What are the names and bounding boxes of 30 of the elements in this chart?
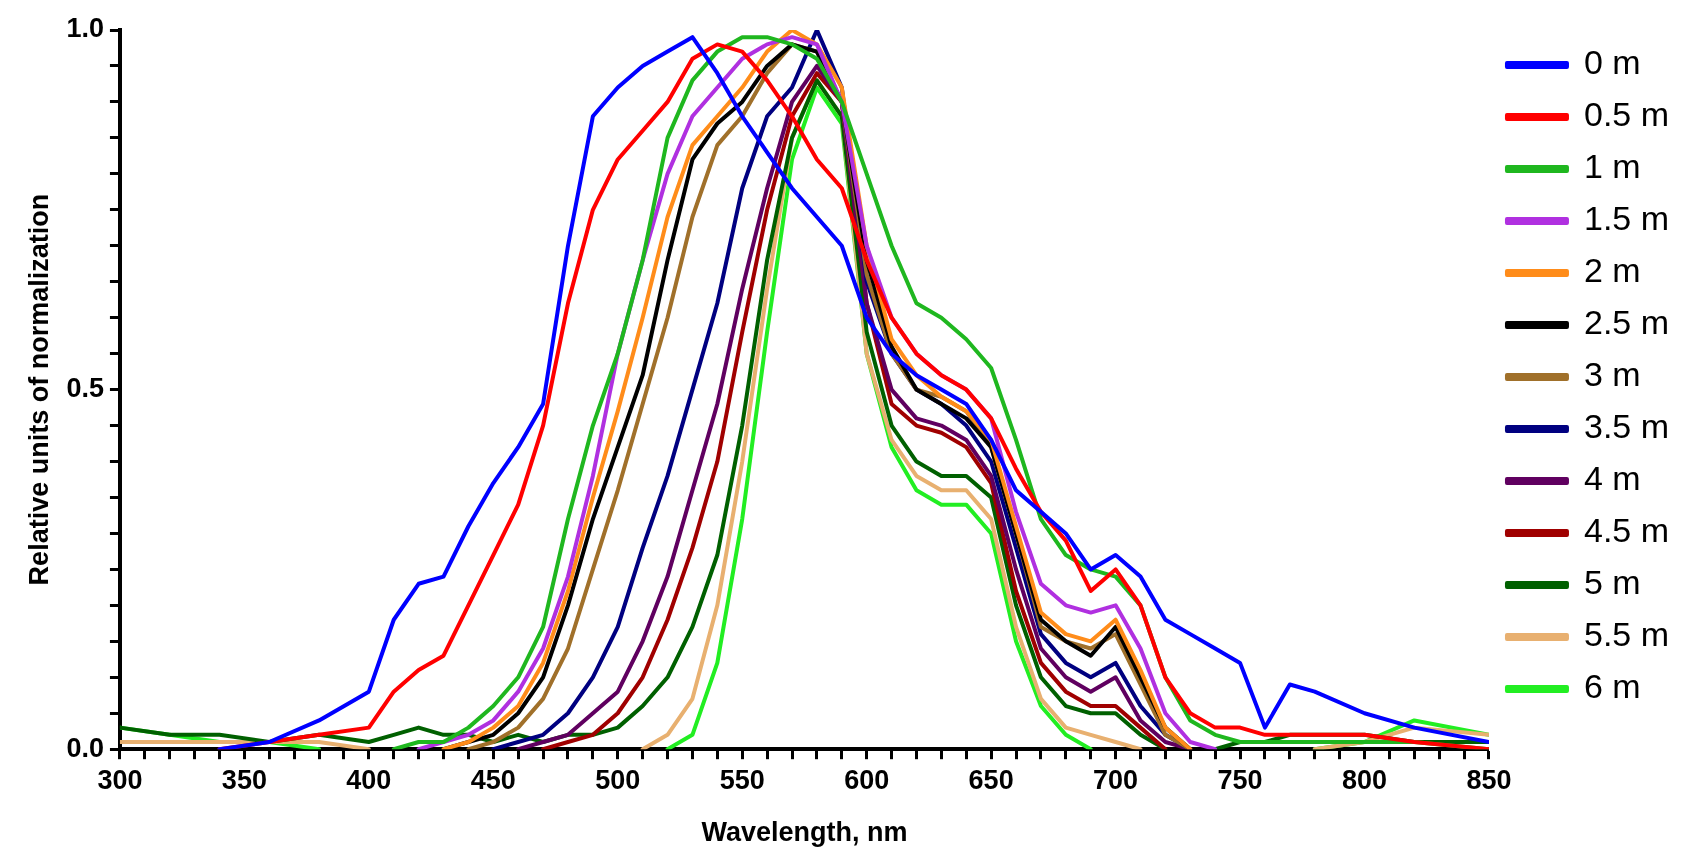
x-tick-label: 450 bbox=[470, 764, 516, 795]
x-tick-label: 850 bbox=[1466, 764, 1512, 795]
legend-label: 6 m bbox=[1583, 667, 1641, 706]
x-axis-title: Wavelength, nm bbox=[701, 817, 908, 848]
y-axis-title: Relative units of normalization bbox=[23, 193, 54, 586]
legend-label: 1.5 m bbox=[1583, 199, 1670, 238]
x-tick-label: 300 bbox=[97, 764, 143, 795]
x-tick-label: 350 bbox=[221, 764, 267, 795]
x-tick-label: 700 bbox=[1093, 764, 1139, 795]
legend-label: 4.5 m bbox=[1583, 511, 1670, 550]
x-tick-label: 500 bbox=[595, 764, 641, 795]
x-tick-label: 400 bbox=[346, 764, 392, 795]
legend-label: 1 m bbox=[1583, 147, 1641, 186]
legend-label: 2.5 m bbox=[1583, 303, 1670, 342]
legend-label: 2 m bbox=[1583, 251, 1641, 290]
legend-label: 3 m bbox=[1583, 355, 1641, 394]
legend-label: 4 m bbox=[1583, 459, 1641, 498]
legend-label: 5.5 m bbox=[1583, 615, 1670, 654]
legend-label: 0.5 m bbox=[1583, 95, 1670, 134]
legend-label: 3.5 m bbox=[1583, 407, 1670, 446]
y-tick-label: 0.5 bbox=[66, 373, 104, 404]
legend-label: 0 m bbox=[1583, 43, 1641, 82]
x-tick-label: 750 bbox=[1217, 764, 1263, 795]
x-tick-label: 800 bbox=[1341, 764, 1388, 795]
x-tick-label: 600 bbox=[844, 764, 890, 795]
legend-label: 5 m bbox=[1583, 563, 1641, 602]
y-tick-label: 1.0 bbox=[66, 13, 104, 44]
x-tick-label: 650 bbox=[968, 764, 1014, 795]
y-tick-label: 0.0 bbox=[66, 732, 104, 763]
x-tick-label: 550 bbox=[719, 764, 765, 795]
